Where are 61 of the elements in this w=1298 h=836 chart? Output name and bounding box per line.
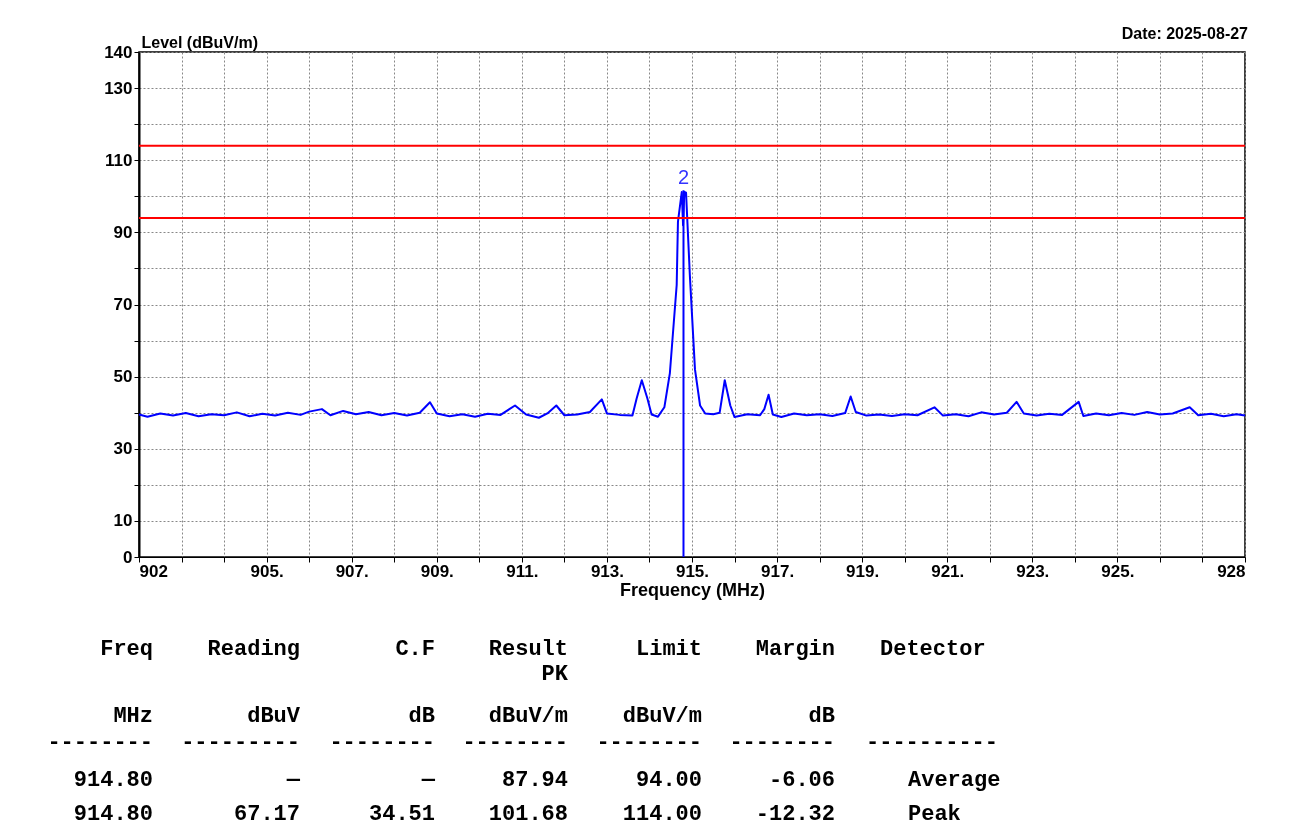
x-tick-label: 917.	[761, 561, 795, 581]
x-tick-label: 905.	[250, 561, 284, 581]
text: —	[285, 768, 301, 793]
text: Date: 2025-08-27	[1121, 25, 1249, 42]
text: MHz	[113, 704, 153, 729]
text: Margin	[755, 637, 835, 662]
text: 914.80	[73, 768, 153, 793]
text: 101.68	[488, 802, 568, 827]
text: 94.00	[635, 768, 702, 793]
x-tick-label: 907.	[335, 561, 369, 581]
text: 87.94	[501, 768, 568, 793]
text: Limit	[635, 637, 702, 662]
text: Average	[908, 768, 1001, 793]
text: Freq	[100, 637, 153, 662]
text: --------	[729, 730, 835, 755]
text: 67.17	[233, 802, 300, 827]
text: PK	[541, 662, 569, 687]
y-tick-label: 110	[105, 150, 133, 170]
text: dB	[408, 704, 435, 729]
text: dBuV/m	[488, 704, 568, 729]
x-tick-label: 915.	[675, 561, 710, 581]
y-tick-label: 140	[104, 42, 133, 62]
text: --------	[47, 730, 153, 755]
x-tick-label: 909.	[420, 561, 454, 581]
y-tick-label: 90	[113, 222, 133, 242]
text: -6.06	[768, 768, 835, 793]
text: ----------	[866, 730, 999, 755]
text: C.F	[395, 637, 435, 662]
x-axis-title: Frequency (MHz)	[619, 579, 766, 600]
y-tick-label: 10	[113, 511, 133, 531]
text: Reading	[207, 637, 300, 662]
y-tick-label: 0	[123, 547, 133, 567]
text: --------	[462, 730, 568, 755]
text: ---------	[181, 730, 300, 755]
x-tick-label: 921.	[931, 561, 965, 581]
text: 114.00	[622, 802, 702, 827]
text: —	[420, 768, 436, 793]
text: Peak	[908, 802, 961, 827]
y-tick-label: 70	[113, 295, 133, 314]
text: Detector	[880, 637, 986, 662]
annotation: 2	[677, 166, 690, 189]
y-tick-label: 130	[104, 78, 133, 98]
y-tick-label: 50	[113, 367, 133, 387]
x-tick-label: 913.	[590, 561, 624, 581]
text: 34.51	[368, 802, 435, 827]
text: --------	[329, 730, 435, 755]
text: 914.80	[73, 802, 153, 827]
x-tick-label: 911.	[506, 561, 539, 581]
text: dB	[808, 704, 835, 729]
text: dBuV/m	[622, 704, 702, 729]
x-tick-label: 919.	[846, 561, 880, 581]
text: dBuV	[247, 704, 301, 729]
y-axis-title: Level (dBuV/m)	[141, 33, 258, 51]
x-tick-label: 928	[1217, 561, 1246, 581]
text: -12.32	[755, 802, 835, 827]
x-tick-label: 902	[139, 561, 168, 581]
text: Result	[488, 637, 568, 662]
x-tick-label: 923.	[1016, 561, 1050, 581]
x-tick-label: 925.	[1101, 561, 1135, 581]
text: --------	[596, 730, 702, 755]
y-tick-label: 30	[113, 439, 133, 459]
